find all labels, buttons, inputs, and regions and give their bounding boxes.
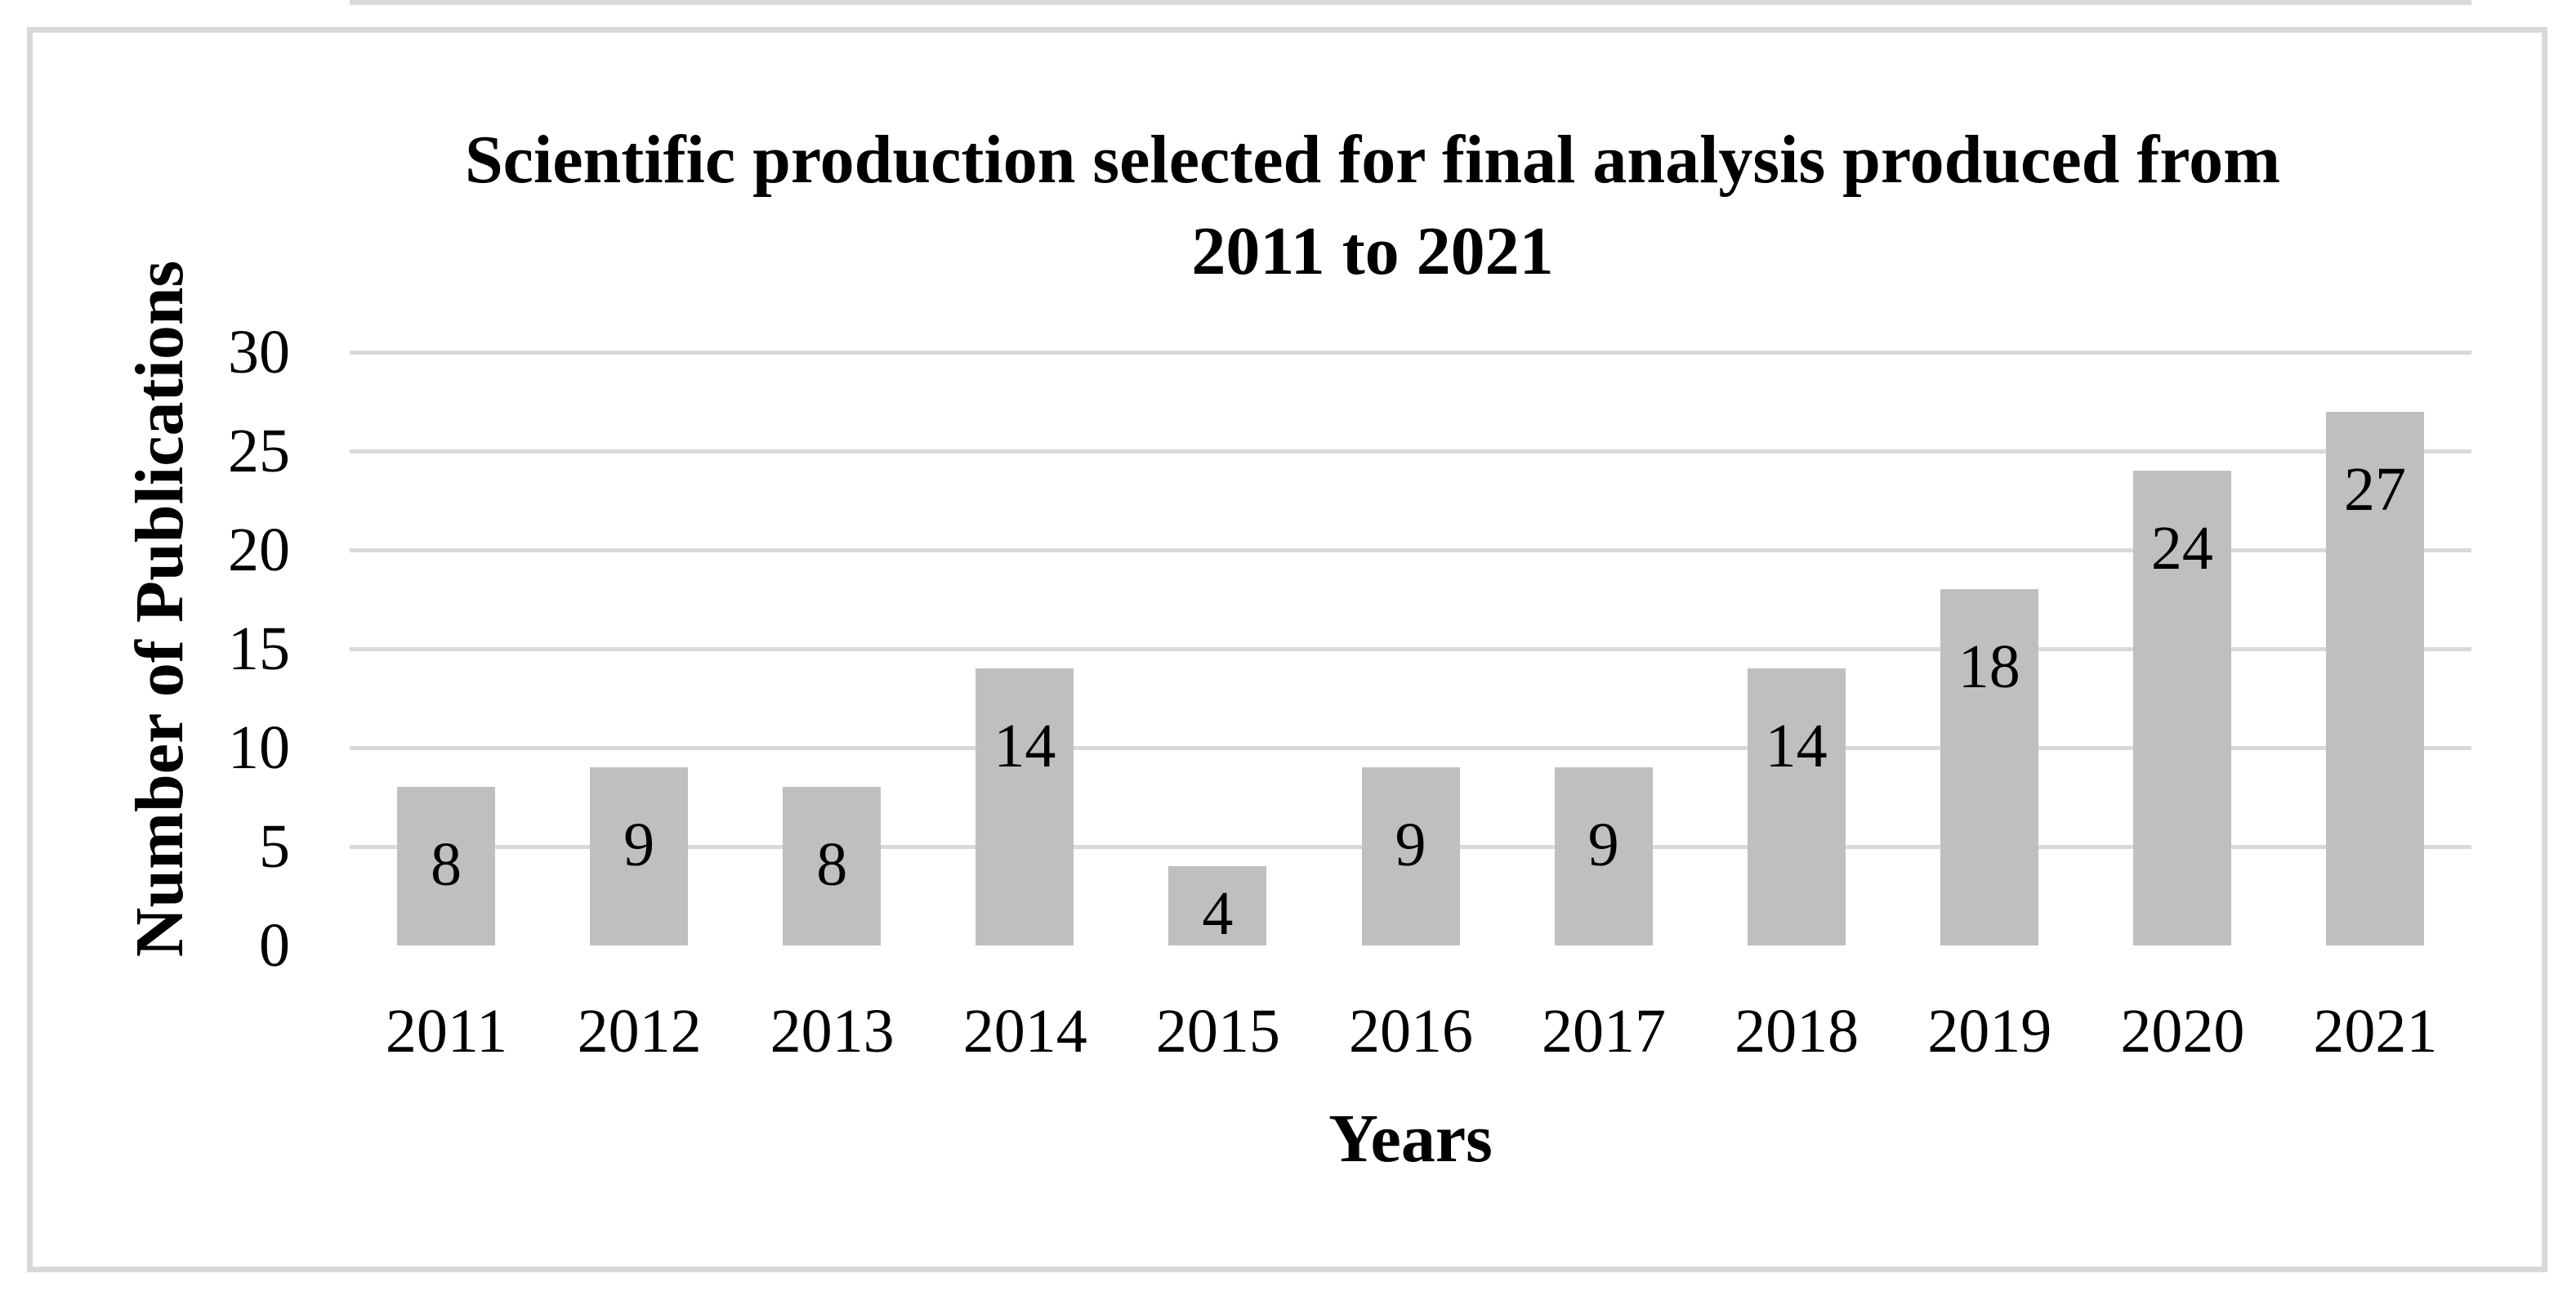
- bar-2016: 9: [1361, 767, 1460, 945]
- bar-value-label: 4: [1202, 878, 1234, 948]
- x-tick-label: 2019: [1927, 997, 2052, 1066]
- y-tick-label: 25: [228, 417, 290, 485]
- bar-value-label: 24: [2150, 514, 2213, 583]
- gridline: [350, 647, 2471, 651]
- x-tick-label: 2014: [962, 997, 1087, 1066]
- bar-value-label: 9: [1587, 811, 1619, 880]
- y-tick-label: 20: [228, 516, 290, 584]
- x-tick-label: 2020: [2120, 997, 2245, 1066]
- gridline: [350, 449, 2471, 454]
- y-tick-label: 15: [228, 615, 290, 683]
- bar-2013: 8: [783, 787, 882, 945]
- y-tick-label: 30: [228, 318, 290, 387]
- bar-value-label: 18: [1958, 632, 2020, 702]
- bar-2019: 18: [1940, 589, 2038, 945]
- bar-value-label: 14: [1765, 712, 1828, 781]
- bar-value-label: 8: [431, 830, 462, 900]
- bar-value-label: 9: [1395, 811, 1426, 880]
- x-tick-label: 2021: [2313, 997, 2438, 1066]
- bar-2011: 8: [397, 787, 496, 945]
- bar-value-label: 14: [993, 712, 1056, 781]
- x-tick-label: 2016: [1348, 997, 1473, 1066]
- bar-2014: 14: [975, 668, 1074, 945]
- x-axis-title: Years: [1328, 1101, 1493, 1177]
- bar-2017: 9: [1554, 767, 1653, 945]
- gridline: [350, 746, 2471, 750]
- chart-title-line-2: 2011 to 2021: [1191, 213, 1554, 289]
- bar-2015: 4: [1168, 866, 1267, 948]
- bar-value-label: 27: [2343, 454, 2406, 524]
- gridline: [350, 548, 2471, 552]
- x-tick-label: 2011: [385, 997, 508, 1066]
- y-tick-label: 0: [259, 911, 290, 980]
- bar-2018: 14: [1747, 668, 1846, 945]
- bar-value-label: 9: [623, 811, 655, 880]
- bar-2012: 9: [590, 767, 689, 945]
- bar-2020: 24: [2132, 471, 2231, 945]
- y-tick-label: 5: [259, 812, 290, 881]
- y-tick-label: 10: [228, 713, 290, 782]
- x-tick-label: 2015: [1155, 997, 1280, 1066]
- x-tick-label: 2012: [577, 997, 702, 1066]
- x-axis-line: [350, 0, 2471, 5]
- chart-title: Scientific production selected for final…: [327, 114, 2418, 297]
- x-tick-label: 2018: [1734, 997, 1859, 1066]
- x-tick-label: 2013: [770, 997, 895, 1066]
- gridline: [350, 351, 2471, 355]
- x-tick-label: 2017: [1542, 997, 1667, 1066]
- bar-2021: 27: [2325, 411, 2424, 945]
- bar-value-label: 8: [816, 830, 848, 900]
- chart-title-line-1: Scientific production selected for final…: [464, 122, 2281, 198]
